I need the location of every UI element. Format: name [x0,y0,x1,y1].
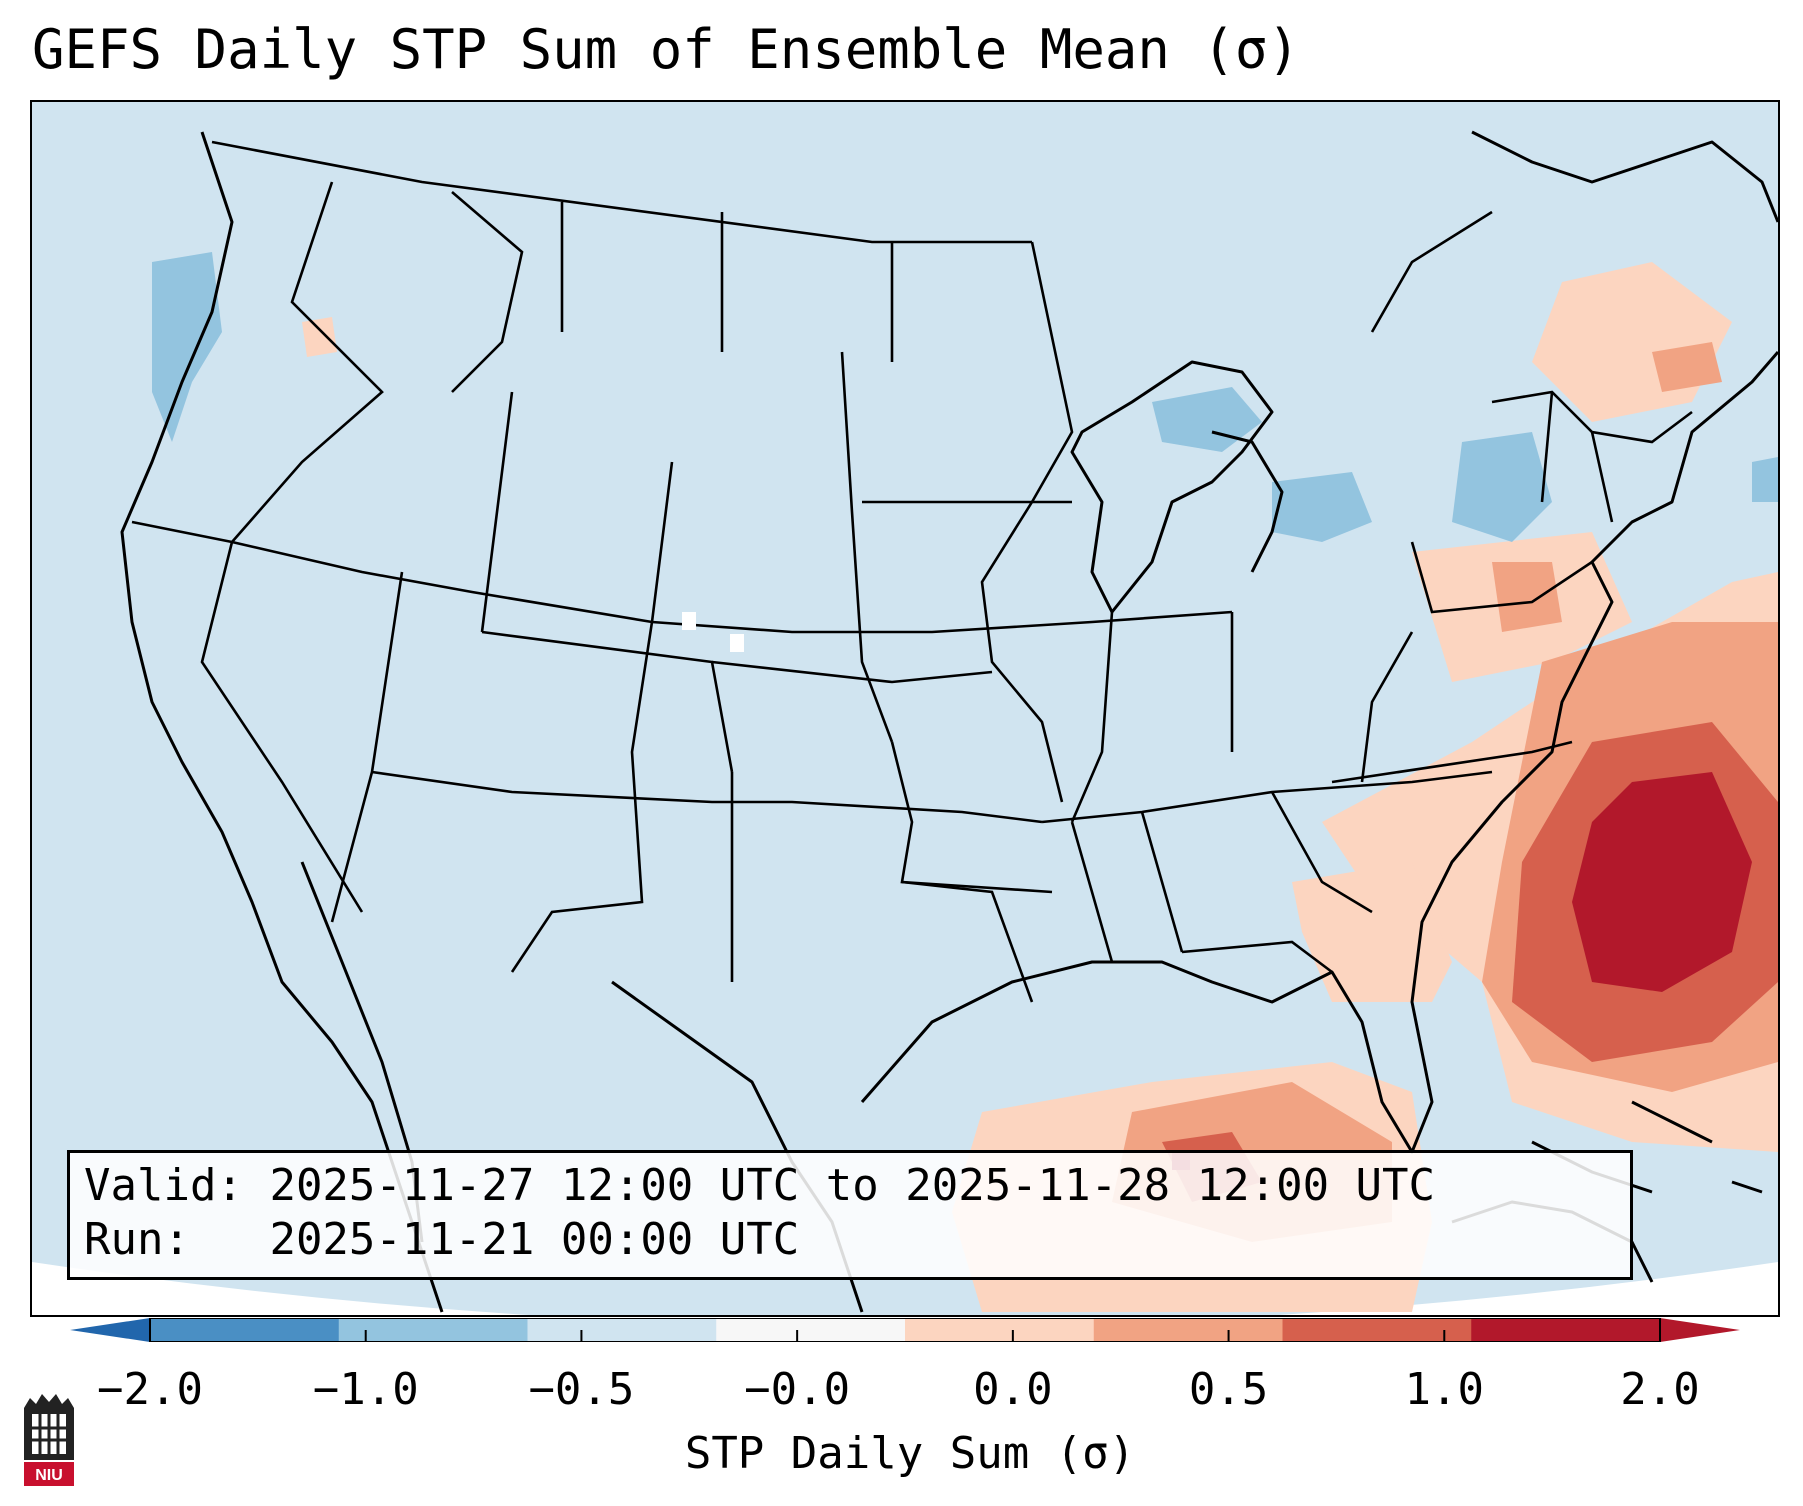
colorbar-bin [1093,1318,1283,1342]
colorbar-ticks [149,1330,1661,1342]
map-panel [30,100,1780,1317]
valid-label: Valid: [84,1160,243,1211]
colorbar-bin [338,1318,528,1342]
no-data-cell [682,612,696,630]
niu-logo-icon: NIU [24,1394,74,1486]
colorbar-tick-label: −0.0 [744,1364,851,1415]
colorbar-bin [150,1318,340,1342]
background-field [32,102,1778,1315]
colorbar-bin [527,1318,717,1342]
logo-text: NIU [35,1467,63,1484]
colorbar-bin [1471,1318,1661,1342]
colorbar [70,1318,1740,1342]
colorbar-tick-label: 2.0 [1620,1364,1700,1415]
no-data-cell [730,634,744,652]
colorbar-tick-label: 0.0 [973,1364,1053,1415]
colorbar-tick-label: −1.0 [312,1364,419,1415]
colorbar-bins [150,1318,1661,1342]
colorbar-tick-label: −0.5 [528,1364,635,1415]
map-title: GEFS Daily STP Sum of Ensemble Mean (σ) [32,18,1300,81]
colorbar-bin [905,1318,1095,1342]
colorbar-under-extension [70,1318,150,1342]
colorbar-tick-label: 1.0 [1404,1364,1485,1415]
colorbar-tick-label: −2.0 [97,1364,203,1415]
colorbar-bin [1282,1318,1472,1342]
anomaly-negative [152,252,1778,542]
run-label: Run: [84,1214,190,1265]
state-borders [131,140,1693,1003]
map-canvas [32,102,1778,1315]
colorbar-over-extension [1660,1318,1740,1342]
colorbar-tick-label: 0.5 [1188,1364,1269,1415]
projection-edge [32,1262,1778,1315]
colorbar-outline [149,1318,1661,1342]
valid-value: 2025-11-27 12:00 UTC to 2025-11-28 12:00… [269,1160,1436,1211]
run-value: 2025-11-21 00:00 UTC [269,1214,800,1265]
validity-info-box: Valid: 2025-11-27 12:00 UTC to 2025-11-2… [67,1150,1633,1280]
colorbar-bin [716,1318,906,1342]
colorbar-label: STP Daily Sum (σ) [684,1428,1136,1479]
